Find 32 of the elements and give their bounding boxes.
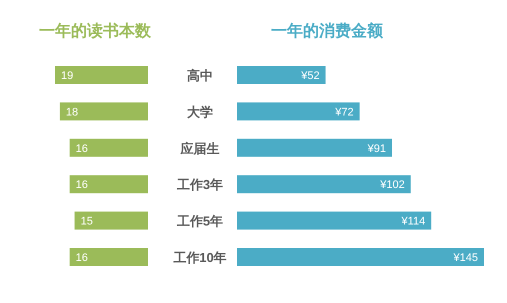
data-label: 19 — [61, 70, 74, 82]
bar — [237, 248, 484, 266]
y-tick-label: 高中 — [187, 68, 213, 83]
data-label: ¥72 — [334, 106, 354, 118]
bar — [55, 66, 148, 84]
data-label: 18 — [66, 106, 78, 118]
data-label: ¥114 — [400, 216, 426, 228]
data-label: ¥91 — [366, 142, 386, 155]
y-tick-label: 工作5年 — [176, 214, 224, 229]
bar — [237, 102, 360, 120]
bar — [237, 175, 411, 194]
bar — [237, 138, 392, 157]
bar — [70, 175, 148, 194]
data-label: 16 — [76, 179, 88, 192]
bar — [74, 212, 148, 230]
chart-title: 一年的消费金额 — [271, 22, 384, 40]
bar — [70, 138, 148, 157]
data-label: 16 — [76, 252, 88, 264]
bar — [60, 102, 148, 120]
data-label: 16 — [76, 142, 88, 155]
bar — [70, 248, 148, 266]
y-tick-label: 工作3年 — [176, 177, 224, 192]
bar — [237, 212, 432, 230]
y-tick-label: 大学 — [187, 104, 213, 120]
data-label: ¥52 — [300, 70, 320, 82]
bar — [237, 66, 326, 84]
data-label: ¥145 — [452, 252, 478, 264]
chart-title: 一年的读书本数 — [39, 22, 152, 40]
data-label: 15 — [80, 216, 93, 228]
data-label: ¥102 — [379, 179, 405, 192]
y-tick-label: 工作10年 — [172, 250, 227, 265]
y-tick-label: 应届生 — [180, 140, 220, 156]
